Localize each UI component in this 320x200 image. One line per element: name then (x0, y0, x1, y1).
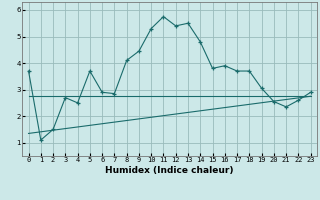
X-axis label: Humidex (Indice chaleur): Humidex (Indice chaleur) (105, 166, 234, 175)
